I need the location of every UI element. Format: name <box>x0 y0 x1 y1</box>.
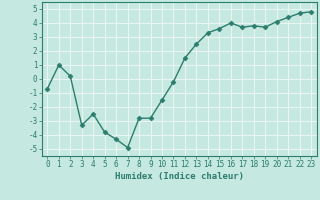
X-axis label: Humidex (Indice chaleur): Humidex (Indice chaleur) <box>115 172 244 181</box>
